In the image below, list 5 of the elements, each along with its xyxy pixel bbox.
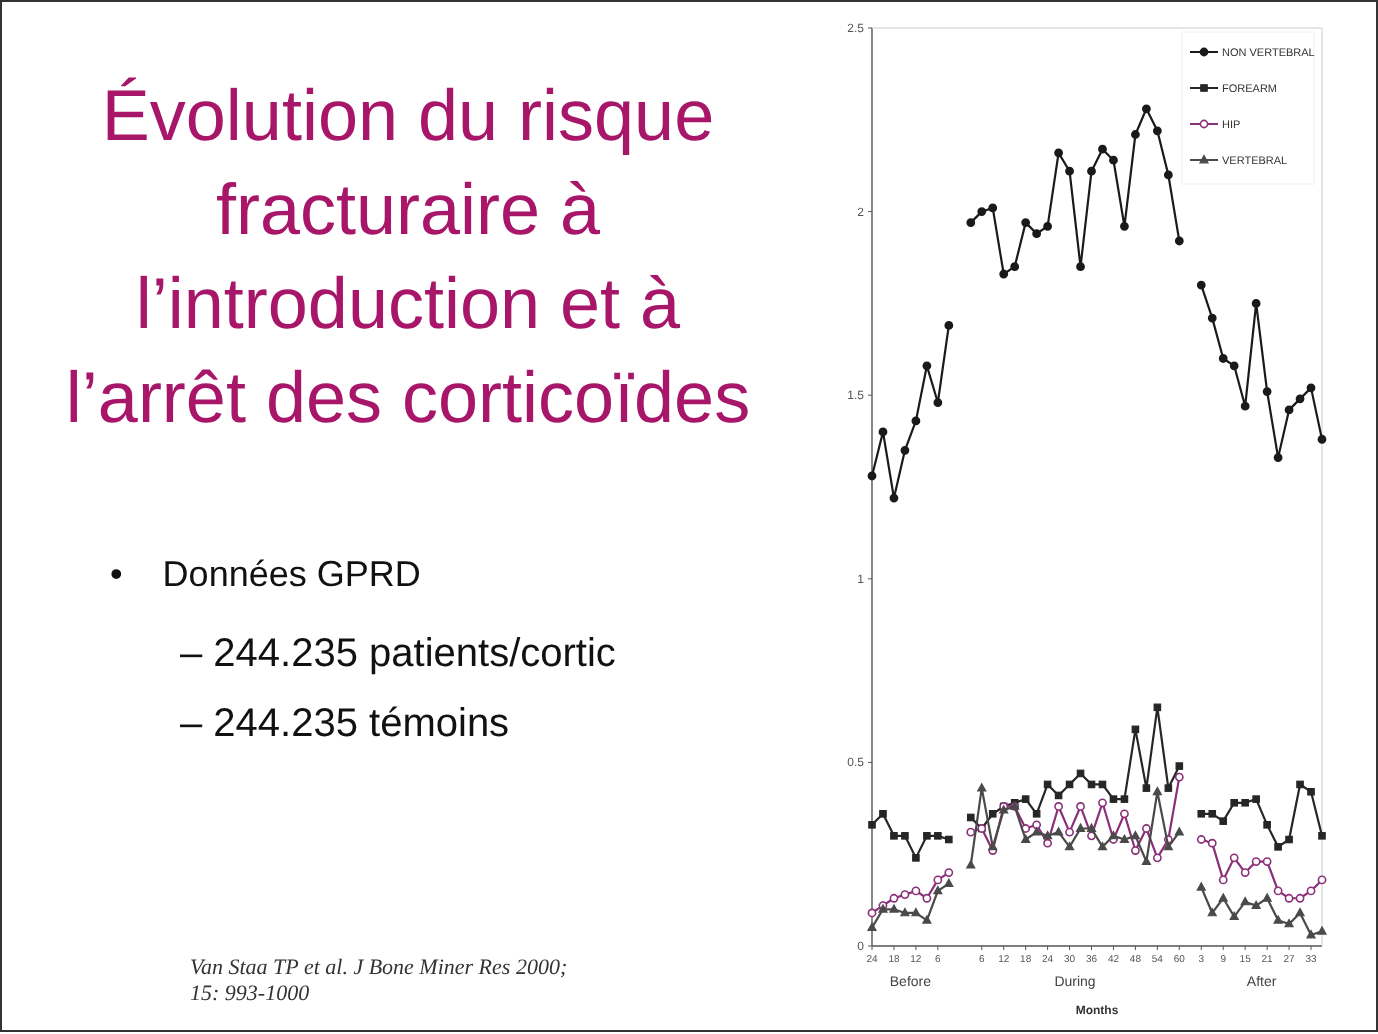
text: • Données GPRD xyxy=(110,554,421,594)
text: Évolution du risque fracturaire à l’introduction et à l’arrêt des corticoïdes xyxy=(65,74,751,438)
text: – 244.235 témoins xyxy=(180,702,510,746)
text: – 244.235 patients/cortic xyxy=(180,632,616,676)
text: Van Staa TP et al. J Bone Miner Res 2000; 15: 993-1000 xyxy=(190,956,568,1006)
